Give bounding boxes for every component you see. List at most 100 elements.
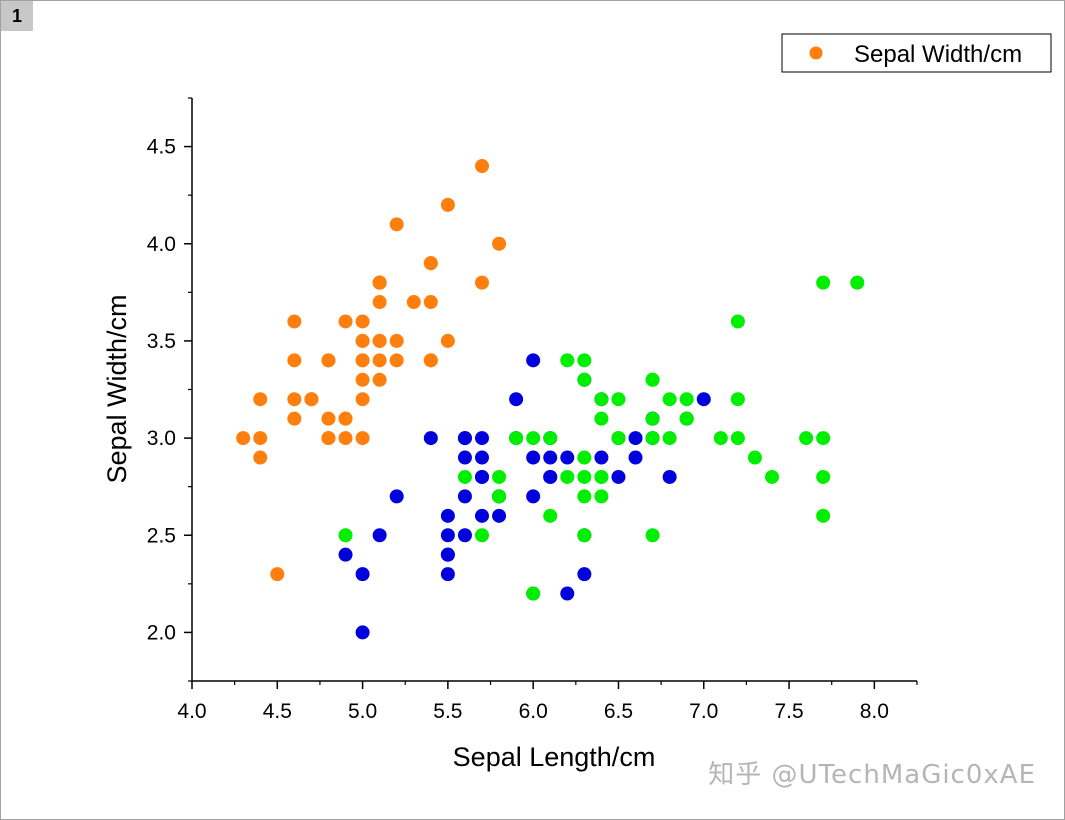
data-point: [594, 450, 609, 465]
y-tick-label: 4.0: [147, 233, 176, 256]
data-point: [816, 275, 831, 290]
data-point: [440, 508, 455, 523]
data-point: [475, 508, 489, 523]
data-point: [594, 411, 609, 426]
data-point: [321, 431, 336, 446]
data-point: [816, 431, 831, 446]
page-number-badge[interactable]: 1: [1, 1, 33, 31]
x-tick-label: 7.5: [774, 700, 803, 723]
data-point: [236, 431, 251, 446]
data-point: [577, 372, 592, 387]
x-tick-label: 4.5: [263, 700, 292, 723]
data-point: [816, 469, 831, 484]
data-point: [492, 236, 507, 251]
data-point: [423, 431, 438, 446]
data-point: [423, 256, 438, 271]
data-point: [492, 508, 507, 523]
data-point: [594, 469, 609, 484]
x-tick-label: 7.0: [689, 700, 718, 723]
data-point: [372, 295, 387, 310]
data-point: [372, 333, 387, 348]
data-point: [475, 450, 489, 465]
data-point: [457, 450, 472, 465]
x-tick-label: 6.5: [604, 700, 633, 723]
data-point: [423, 295, 438, 310]
y-tick-label: 3.0: [147, 427, 176, 450]
data-point: [799, 431, 814, 446]
data-point: [526, 586, 541, 601]
data-point: [611, 469, 626, 484]
data-point: [492, 469, 507, 484]
data-point: [679, 411, 694, 426]
data-point: [440, 197, 455, 212]
data-point: [475, 528, 489, 543]
data-point: [816, 508, 831, 523]
data-point: [526, 489, 541, 504]
data-point: [560, 450, 575, 465]
data-point: [457, 489, 472, 504]
data-point: [765, 469, 779, 484]
data-point: [321, 411, 336, 426]
data-point: [475, 159, 489, 174]
data-point: [730, 314, 745, 329]
data-point: [645, 431, 660, 446]
data-point: [287, 392, 302, 407]
data-point: [662, 431, 677, 446]
data-point: [440, 547, 455, 562]
data-point: [560, 353, 575, 368]
legend-label: Sepal Width/cm: [854, 41, 1022, 68]
data-point: [372, 353, 387, 368]
data-point: [747, 450, 762, 465]
data-point: [338, 314, 353, 329]
data-point: [338, 431, 353, 446]
data-point: [730, 392, 745, 407]
data-point: [577, 567, 592, 582]
x-axis-label: Sepal Length/cm: [453, 742, 656, 772]
y-tick-label: 4.5: [147, 136, 176, 159]
data-point: [850, 275, 865, 290]
data-point: [543, 431, 558, 446]
data-point: [730, 431, 745, 446]
data-point: [304, 392, 319, 407]
data-point: [594, 489, 609, 504]
data-point: [440, 528, 455, 543]
data-point: [457, 431, 472, 446]
data-point: [526, 450, 541, 465]
data-point: [355, 333, 370, 348]
data-point: [560, 586, 575, 601]
data-point: [457, 469, 472, 484]
data-point: [713, 431, 728, 446]
data-point: [543, 508, 558, 523]
data-point: [321, 353, 336, 368]
data-point: [475, 469, 489, 484]
data-point: [253, 431, 268, 446]
data-point: [475, 275, 489, 290]
data-point: [594, 392, 609, 407]
y-tick-label: 2.0: [147, 621, 176, 644]
data-point: [389, 489, 404, 504]
data-point: [543, 469, 558, 484]
data-point: [560, 469, 575, 484]
data-point: [509, 392, 524, 407]
data-point: [389, 353, 404, 368]
data-point: [389, 217, 404, 232]
data-point: [577, 528, 592, 543]
data-point: [577, 450, 592, 465]
data-point: [270, 567, 285, 582]
data-point: [645, 372, 660, 387]
data-point: [355, 567, 370, 582]
data-point: [526, 353, 541, 368]
x-tick-label: 4.0: [177, 700, 206, 723]
data-point: [645, 528, 660, 543]
data-point: [696, 392, 711, 407]
data-point: [355, 392, 370, 407]
data-point: [338, 411, 353, 426]
axes: 4.0 4.5 5.0 5.5 6.0 6.5 7.0 7.5 8.0 2.0 2.5 3.0 3.5 4…: [147, 97, 918, 723]
legend[interactable]: Sepal Width/cm: [781, 33, 1052, 73]
watermark-text: 知乎 @UTechMaGic0xAE: [708, 760, 1036, 790]
data-point: [440, 333, 455, 348]
legend-box: [781, 33, 1052, 73]
data-point: [355, 625, 370, 640]
